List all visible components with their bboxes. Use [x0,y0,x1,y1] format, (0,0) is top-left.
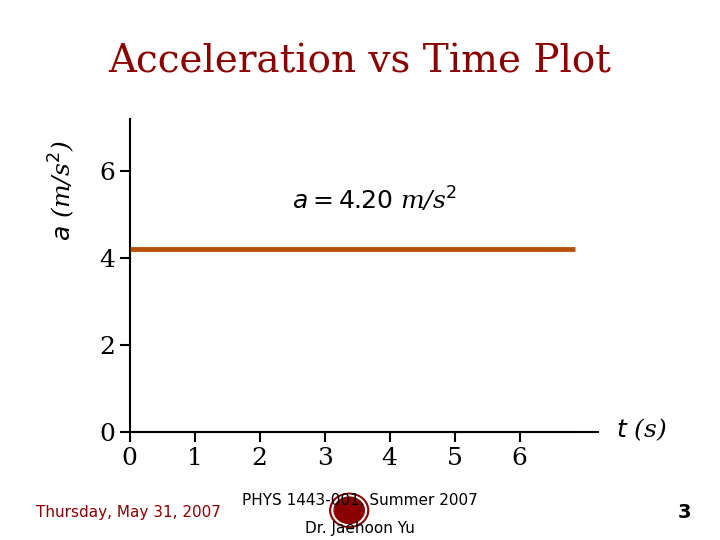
Text: PHYS 1443-001, Summer 2007: PHYS 1443-001, Summer 2007 [242,492,478,508]
Circle shape [330,494,369,527]
Circle shape [332,495,366,525]
Circle shape [334,497,364,524]
Text: $a$ (m/s$^2$): $a$ (m/s$^2$) [46,140,76,241]
Text: Acceleration vs Time Plot: Acceleration vs Time Plot [109,44,611,80]
Text: 3: 3 [678,503,691,523]
Text: $t$ (s): $t$ (s) [616,416,667,443]
Text: Dr. Jaehoon Yu: Dr. Jaehoon Yu [305,521,415,536]
Text: Thursday, May 31, 2007: Thursday, May 31, 2007 [36,505,221,521]
Text: $a = 4.20$ m/s$^2$: $a = 4.20$ m/s$^2$ [292,185,457,214]
